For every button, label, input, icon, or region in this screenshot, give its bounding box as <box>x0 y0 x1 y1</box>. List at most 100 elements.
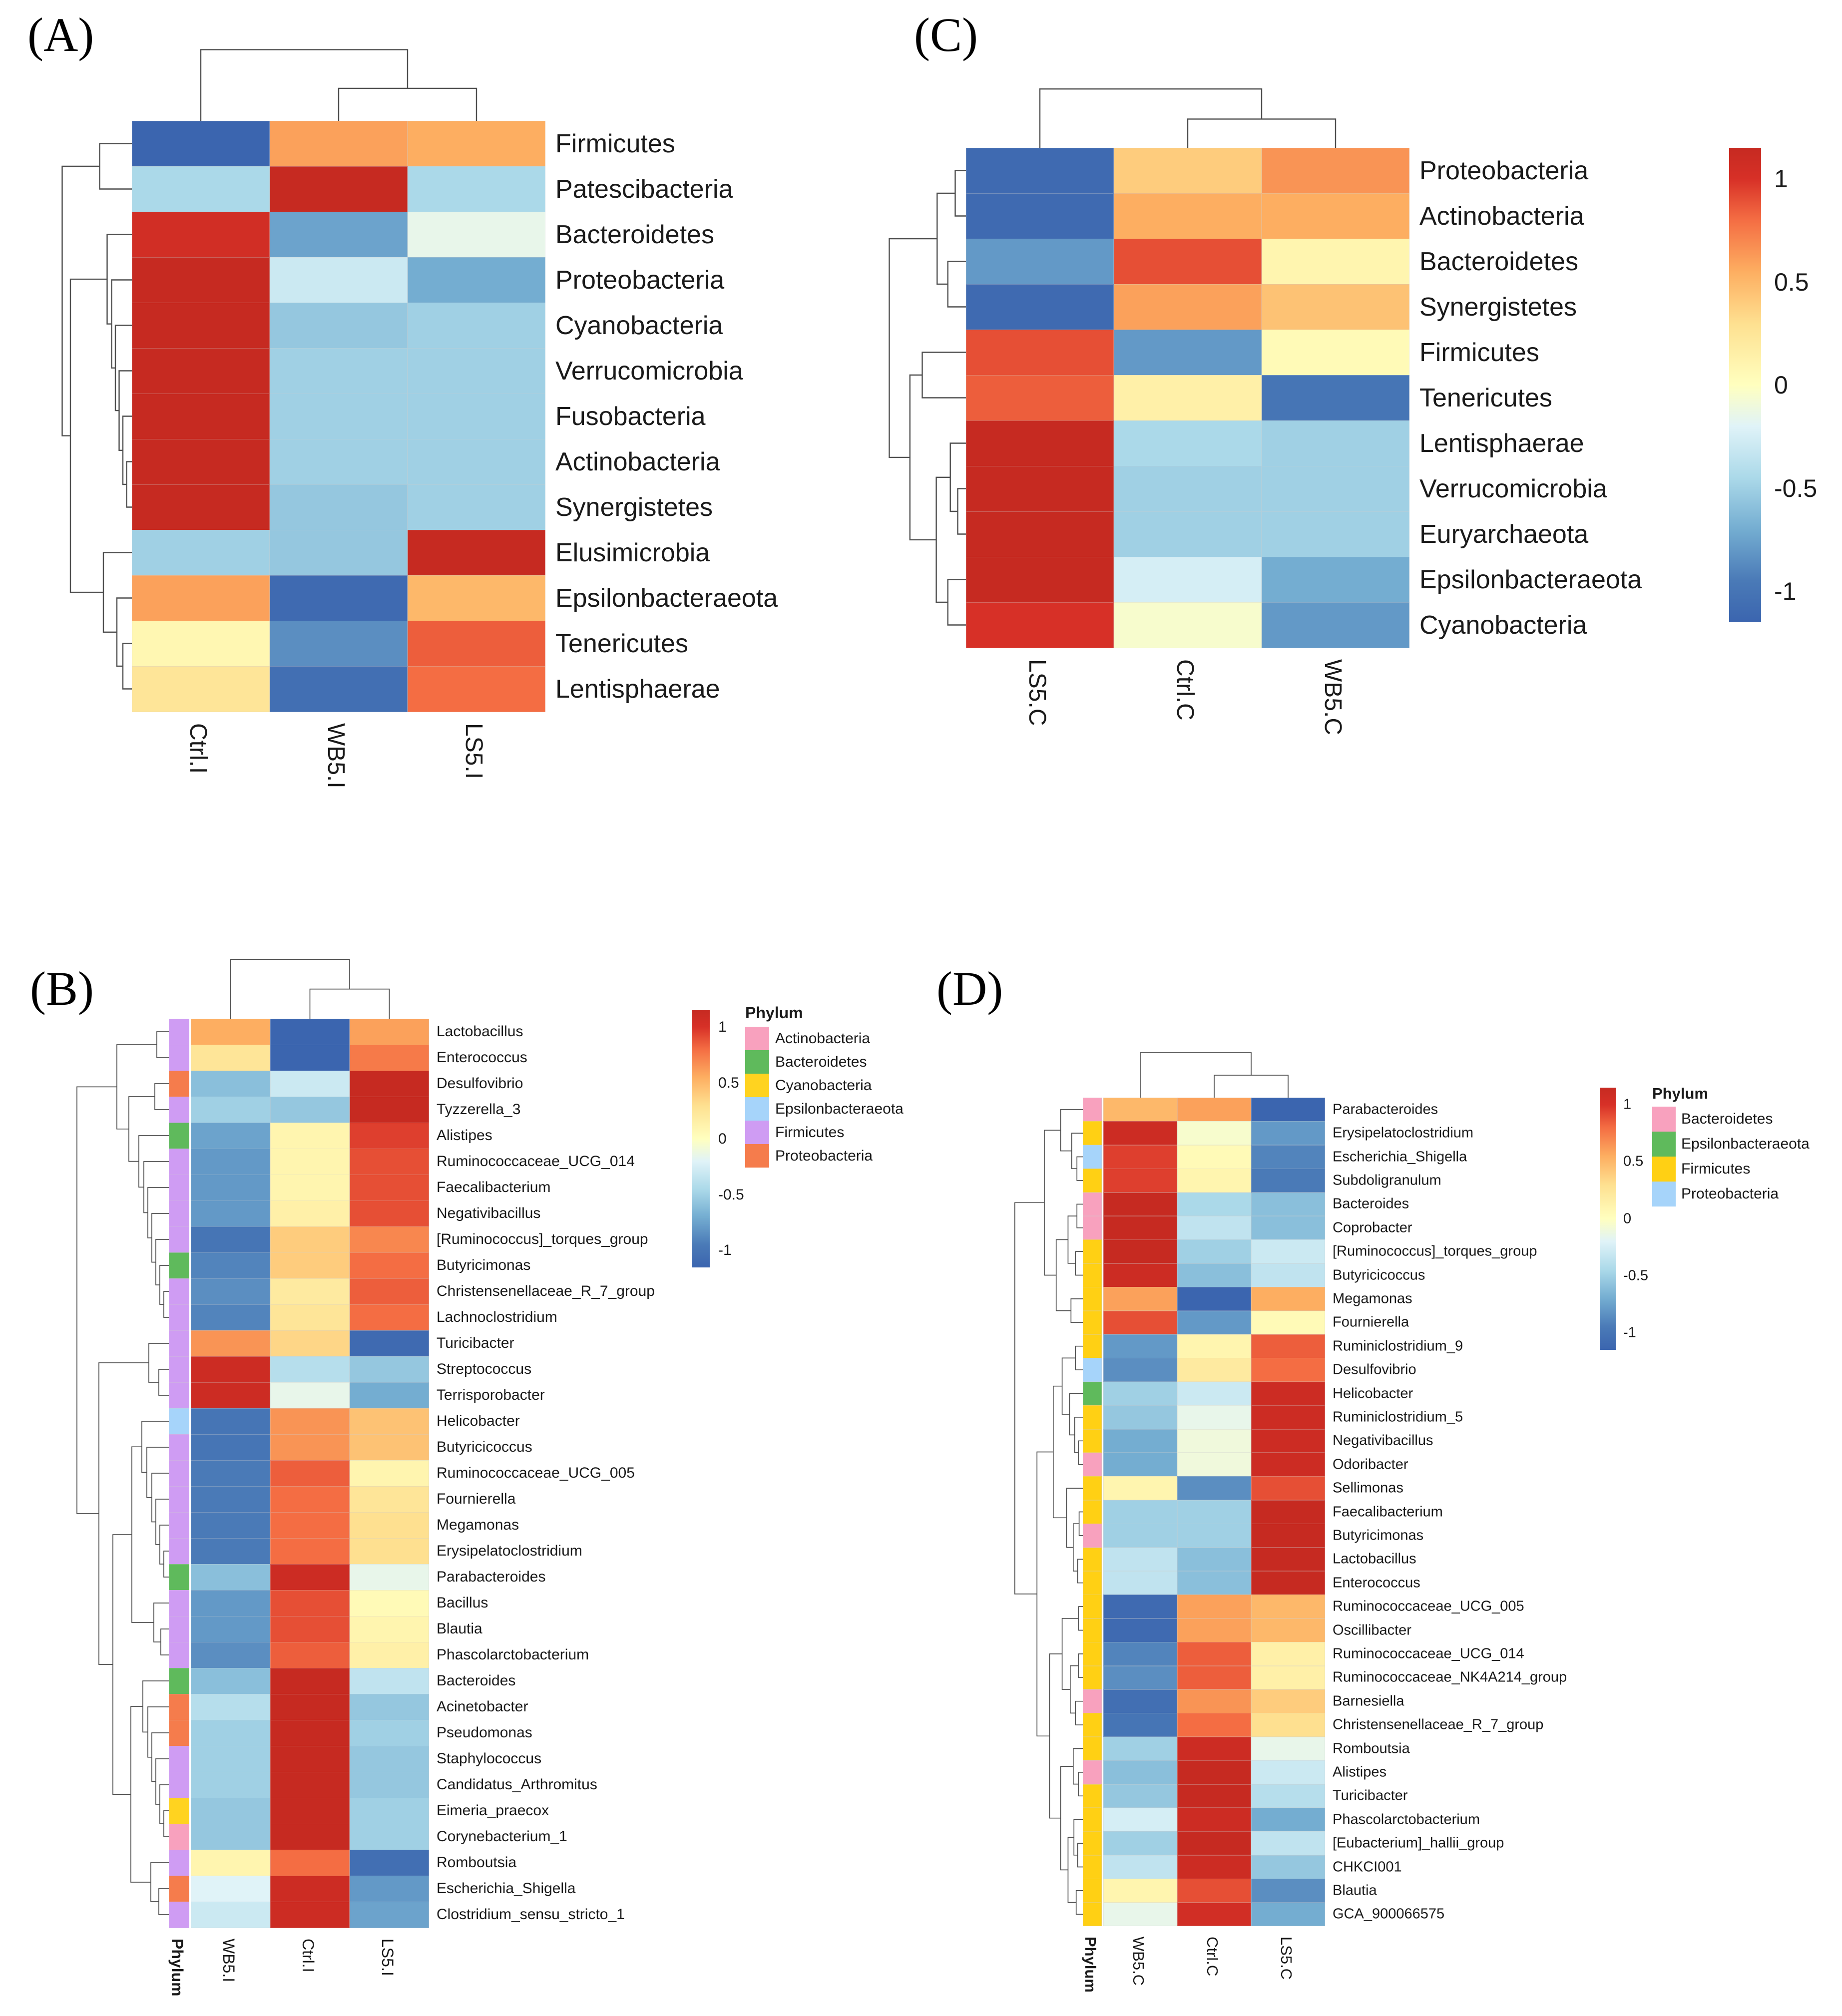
phylum-annotation-cell <box>169 1902 189 1928</box>
heatmap-cell <box>1103 1239 1177 1264</box>
dendrogram-branch <box>1039 88 1337 148</box>
heatmap-cell <box>350 1019 429 1045</box>
heatmap-cell <box>1251 1216 1325 1240</box>
heatmap-cell <box>1103 1547 1177 1572</box>
legend-item-label: Proteobacteria <box>1681 1186 1779 1202</box>
heatmap-cell <box>1103 1287 1177 1311</box>
dendrogram-branch <box>76 1031 169 1915</box>
phylum-annotation-cell <box>169 1330 189 1357</box>
phylum-annotation-cell <box>169 1772 189 1798</box>
heatmap-cell <box>270 1149 350 1175</box>
dendrogram-branch <box>61 143 132 690</box>
heatmap-cell <box>270 394 408 439</box>
phylum-annotation-cell <box>1083 1571 1102 1595</box>
heatmap-cell <box>1103 1760 1177 1785</box>
heatmap-cell <box>1177 1121 1251 1146</box>
legend-item-label: Bacteroidetes <box>775 1053 867 1070</box>
heatmap-cell <box>1177 1831 1251 1856</box>
row-label: Barnesiella <box>1333 1693 1404 1709</box>
heatmap-cell <box>350 1226 429 1253</box>
phylum-annotation-cell <box>169 1564 189 1591</box>
heatmap-cell <box>1251 1642 1325 1666</box>
heatmap-cell <box>132 166 270 212</box>
heatmap-cell <box>1177 1169 1251 1193</box>
heatmap-cell <box>1103 1216 1177 1240</box>
row-label: Synergistetes <box>1419 292 1577 322</box>
colorbar <box>692 1010 710 1267</box>
heatmap-cell <box>408 166 545 212</box>
heatmap-cell <box>350 1772 429 1798</box>
heatmap-cell <box>1177 1524 1251 1548</box>
heatmap-cell <box>270 1616 350 1642</box>
phylum-annotation-cell <box>1083 1524 1102 1548</box>
heatmap-cell <box>132 621 270 667</box>
legend-swatch <box>745 1027 769 1050</box>
row-label: Acinetobacter <box>437 1698 528 1715</box>
heatmap-cell <box>270 1512 350 1539</box>
heatmap-cell <box>1103 1334 1177 1358</box>
row-label: Odoribacter <box>1333 1456 1408 1473</box>
heatmap-cell <box>1103 1642 1177 1666</box>
heatmap-cell <box>191 1642 270 1668</box>
heatmap-cell <box>966 375 1114 421</box>
heatmap-cell <box>270 257 408 303</box>
column-label: LS5.I <box>378 1939 397 1976</box>
heatmap-cell <box>191 1201 270 1227</box>
row-label: Tyzzerella_3 <box>437 1101 521 1118</box>
row-label: Phascolarctobacterium <box>437 1646 589 1663</box>
heatmap-cell <box>1103 1879 1177 1903</box>
row-label: Alistipes <box>437 1127 492 1144</box>
heatmap-cell <box>408 530 545 576</box>
panel-d-legend-title: Phylum <box>1652 1085 1708 1102</box>
legend-item-label: Proteobacteria <box>775 1147 873 1164</box>
phylum-annotation-cell <box>169 1019 189 1045</box>
heatmap-cell <box>1251 1855 1325 1879</box>
phylum-annotation-cell <box>1083 1665 1102 1690</box>
colorbar-tick-label: 0.5 <box>718 1074 739 1091</box>
row-label: Candidatus_Arthromitus <box>437 1776 597 1793</box>
phylum-column-header: Phylum <box>168 1939 186 1997</box>
heatmap-cell <box>1251 1713 1325 1737</box>
heatmap-cell <box>350 1486 429 1513</box>
heatmap-cell <box>1103 1169 1177 1193</box>
row-label: Clostridium_sensu_stricto_1 <box>437 1906 625 1923</box>
heatmap-cell <box>132 348 270 394</box>
phylum-annotation-cell <box>169 1252 189 1279</box>
heatmap-cell <box>1103 1595 1177 1619</box>
heatmap-cell <box>408 121 545 167</box>
heatmap-cell <box>270 1071 350 1097</box>
heatmap-cell <box>1103 1121 1177 1146</box>
heatmap-cell <box>191 1149 270 1175</box>
heatmap-cell <box>1103 1405 1177 1430</box>
heatmap-cell <box>191 1434 270 1461</box>
heatmap-cell <box>270 1902 350 1928</box>
heatmap-cell <box>1262 193 1409 239</box>
phylum-annotation-cell <box>1083 1216 1102 1240</box>
colorbar-tick-label: -0.5 <box>718 1186 744 1203</box>
heatmap-cell <box>1114 148 1262 194</box>
phylum-annotation-cell <box>169 1850 189 1876</box>
phylum-annotation-cell <box>1083 1618 1102 1642</box>
heatmap-cell <box>350 1798 429 1824</box>
row-label: Lactobacillus <box>437 1023 523 1040</box>
colorbar-tick-label: 0 <box>1623 1210 1632 1226</box>
legend-swatch <box>1652 1107 1676 1132</box>
row-label: Turicibacter <box>1333 1787 1408 1804</box>
heatmap-cell <box>1114 239 1262 285</box>
heatmap-cell <box>350 1382 429 1409</box>
row-label: Ruminococcaceae_UCG_014 <box>437 1153 635 1170</box>
phylum-annotation-cell <box>169 1824 189 1850</box>
heatmap-cell <box>1262 284 1409 330</box>
heatmap-cell <box>350 1616 429 1642</box>
legend-swatch <box>1652 1157 1676 1182</box>
legend-item-label: Epsilonbacteraeota <box>1681 1136 1810 1152</box>
heatmap-cell <box>270 439 408 485</box>
heatmap-cell <box>1114 557 1262 603</box>
heatmap-cell <box>191 1694 270 1720</box>
heatmap-cell <box>1177 1334 1251 1358</box>
heatmap-cell <box>191 1772 270 1798</box>
heatmap-cell <box>132 575 270 621</box>
heatmap-cell <box>270 121 408 167</box>
row-label: Cyanobacteria <box>1419 610 1587 640</box>
heatmap-cell <box>408 348 545 394</box>
